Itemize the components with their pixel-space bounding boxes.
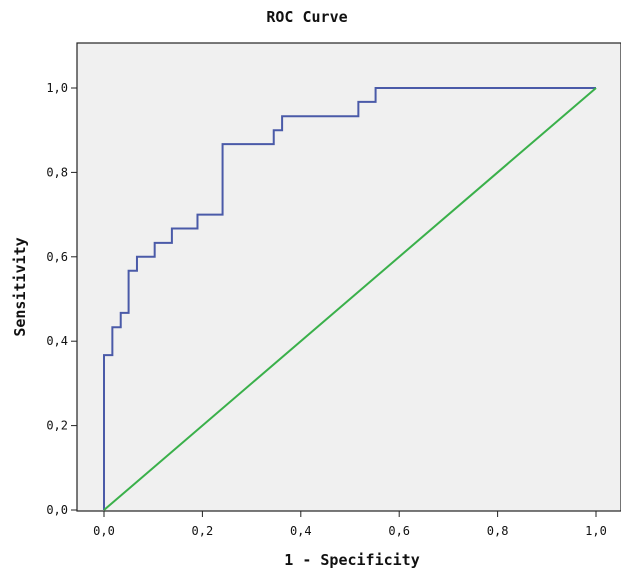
chart-title: ROC Curve <box>266 8 347 26</box>
y-tick-label: 1,0 <box>46 81 68 95</box>
axes-layer: 0,0 0,2 0,4 0,6 0,8 1,0 0,0 0,2 0,4 0,6 0,8 1,0 <box>46 81 607 538</box>
x-tick-label: 1,0 <box>585 524 607 538</box>
y-tick-label: 0,4 <box>46 334 68 348</box>
y-tick-label: 0,6 <box>46 250 68 264</box>
x-tick-label: 0,4 <box>290 524 312 538</box>
x-tick-label: 0,6 <box>388 524 410 538</box>
y-tick-label: 0,0 <box>46 503 68 517</box>
plot-area <box>76 42 621 512</box>
x-tick-label: 0,0 <box>93 524 115 538</box>
reference-diagonal-line <box>103 87 597 511</box>
y-tick-label: 0,8 <box>46 165 68 179</box>
series-layer <box>103 87 597 511</box>
x-tick-label: 0,8 <box>487 524 509 538</box>
x-tick-label: 0,2 <box>192 524 214 538</box>
roc-curve-line <box>103 87 596 510</box>
x-axis-label: 1 - Specificity <box>284 551 419 569</box>
y-tick-label: 0,2 <box>46 419 68 433</box>
y-axis-label: Sensitivity <box>11 237 29 336</box>
